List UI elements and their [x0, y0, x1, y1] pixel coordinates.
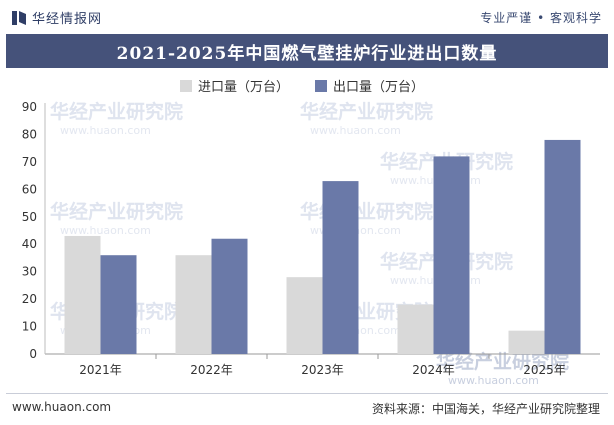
y-tick-label: 80: [22, 127, 37, 141]
bar-import: [175, 255, 212, 354]
header: 华经情报网 专业严谨 • 客观科学: [0, 0, 614, 34]
bar-import: [508, 330, 545, 354]
bar-import: [64, 235, 101, 354]
watermark-url: www.huaon.com: [448, 374, 539, 387]
watermark-text: 华经产业研究院: [436, 350, 569, 373]
bar-import: [286, 277, 323, 354]
legend-item-export: 出口量（万台）: [315, 76, 424, 95]
legend-swatch-import: [180, 79, 192, 92]
brand-logo-icon: [12, 10, 26, 25]
watermark-url: www.huaon.com: [310, 124, 401, 137]
brand-name: 华经情报网: [32, 12, 103, 27]
watermark-text: 华经产业研究院: [50, 100, 183, 123]
x-tick-label: 2024年: [412, 363, 455, 377]
slogan: 专业严谨 • 客观科学: [480, 11, 602, 25]
watermark-text: 华经产业研究院: [300, 200, 433, 223]
legend-label-import: 进口量（万台）: [198, 80, 290, 95]
footer-source: 资料来源：中国海关，华经产业研究院整理: [371, 402, 600, 416]
y-tick-label: 30: [22, 265, 37, 279]
y-tick-label: 0: [29, 347, 37, 361]
y-tick-label: 50: [22, 210, 37, 224]
x-tick-label: 2021年: [79, 363, 122, 377]
watermark-url: www.huaon.com: [60, 124, 151, 137]
y-tick-label: 70: [22, 155, 37, 169]
y-tick-label: 10: [22, 320, 37, 334]
watermark-text: 华经产业研究院: [300, 100, 433, 123]
bar-export: [211, 238, 248, 354]
tick-labels: 0 10 20 30 40 50 60 70 80 90 2021年 2022年 2023年 2024年 2…: [22, 100, 566, 377]
legend-item-import: 进口量（万台）: [180, 76, 289, 95]
bar-export: [100, 255, 137, 354]
y-tick-label: 60: [22, 182, 37, 196]
bar-import: [397, 304, 434, 354]
x-tick-label: 2025年: [523, 363, 566, 377]
brand[interactable]: 华经情报网: [12, 8, 102, 27]
legend: 进口量（万台） 出口量（万台）: [180, 76, 424, 95]
bar-export: [544, 139, 581, 354]
y-tick-label: 90: [22, 100, 37, 114]
watermark-text: 华经产业研究院: [50, 200, 183, 223]
title-bar: 2021-2025年中国燃气壁挂炉行业进出口数量: [6, 34, 608, 68]
legend-label-export: 出口量（万台）: [333, 80, 425, 95]
y-tick-label: 20: [22, 292, 37, 306]
bar-export: [322, 181, 359, 354]
bars: [64, 139, 581, 354]
legend-swatch-export: [315, 79, 328, 92]
watermark-url: www.huaon.com: [60, 224, 151, 237]
footer-divider: [6, 393, 608, 394]
bar-export: [433, 156, 470, 354]
chart-title: 2021-2025年中国燃气壁挂炉行业进出口数量: [116, 43, 498, 64]
x-tick-label: 2022年: [190, 363, 233, 377]
y-tick-label: 40: [22, 237, 37, 251]
x-tick-label: 2023年: [301, 363, 344, 377]
footer-website[interactable]: www.huaon.com: [12, 400, 112, 414]
